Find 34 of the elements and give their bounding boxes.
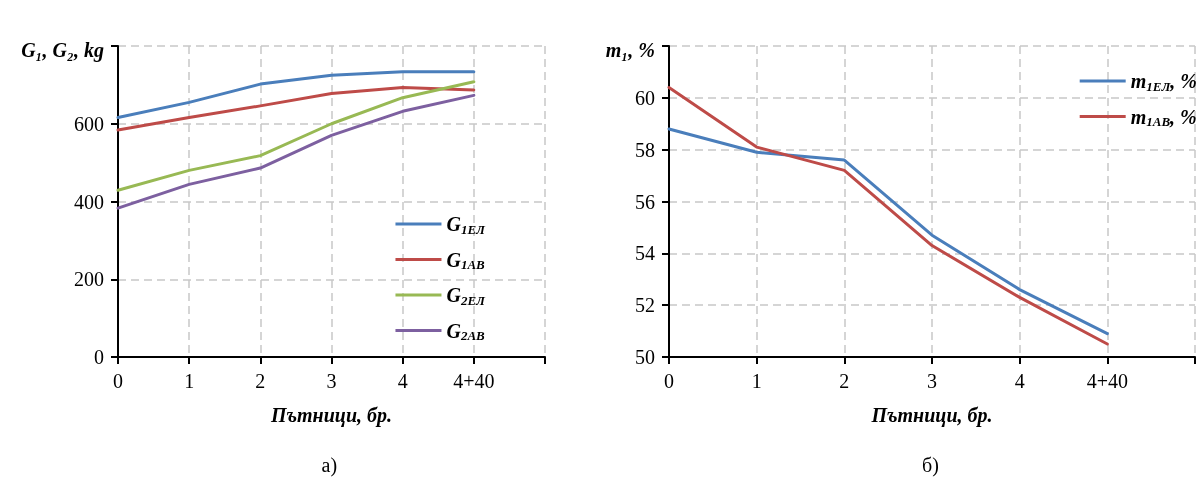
line-series xyxy=(116,93,476,210)
x-tick-label: 1 xyxy=(184,370,195,392)
line-series xyxy=(116,70,476,120)
y-tick-label: 54 xyxy=(635,242,655,265)
x-axis-title: Пътници, бр. xyxy=(870,404,993,427)
y-tick-label: 50 xyxy=(635,346,655,368)
y-tick-label: 56 xyxy=(635,190,655,213)
x-tick-label: 3 xyxy=(326,370,337,392)
text: а) xyxy=(321,454,338,477)
x-tick-label: 0 xyxy=(664,370,674,392)
x-tick-label: 4+40 xyxy=(1086,370,1128,392)
x-tick-label: 2 xyxy=(839,370,850,392)
y-axis-title: G₁, G₂, kg xyxy=(21,39,104,62)
x-tick-label: 4 xyxy=(1014,370,1025,392)
x-tick-label: 3 xyxy=(927,370,937,392)
y-tick-label: 58 xyxy=(635,138,655,161)
x-tick-label: 2 xyxy=(255,370,266,392)
y-tick-label: 400 xyxy=(74,190,104,213)
y-tick-label: 52 xyxy=(635,294,655,317)
y-axis-title: m₁, % xyxy=(605,39,655,61)
y-tick-label: 600 xyxy=(74,112,104,135)
x-tick-label: 4 xyxy=(397,370,408,392)
line-series xyxy=(667,85,1109,346)
line-series xyxy=(667,127,1109,336)
x-axis-title: Пътници, бр. xyxy=(269,404,393,427)
y-tick-label: 60 xyxy=(635,86,655,109)
x-tick-label: 0 xyxy=(113,370,123,392)
x-tick-label: 1 xyxy=(751,370,762,392)
line-series xyxy=(116,80,476,192)
text: б) xyxy=(922,454,939,477)
line-series xyxy=(116,86,476,132)
x-tick-label: 4+40 xyxy=(453,370,495,392)
y-tick-label: 200 xyxy=(74,268,104,291)
y-tick-label: 0 xyxy=(94,346,104,368)
